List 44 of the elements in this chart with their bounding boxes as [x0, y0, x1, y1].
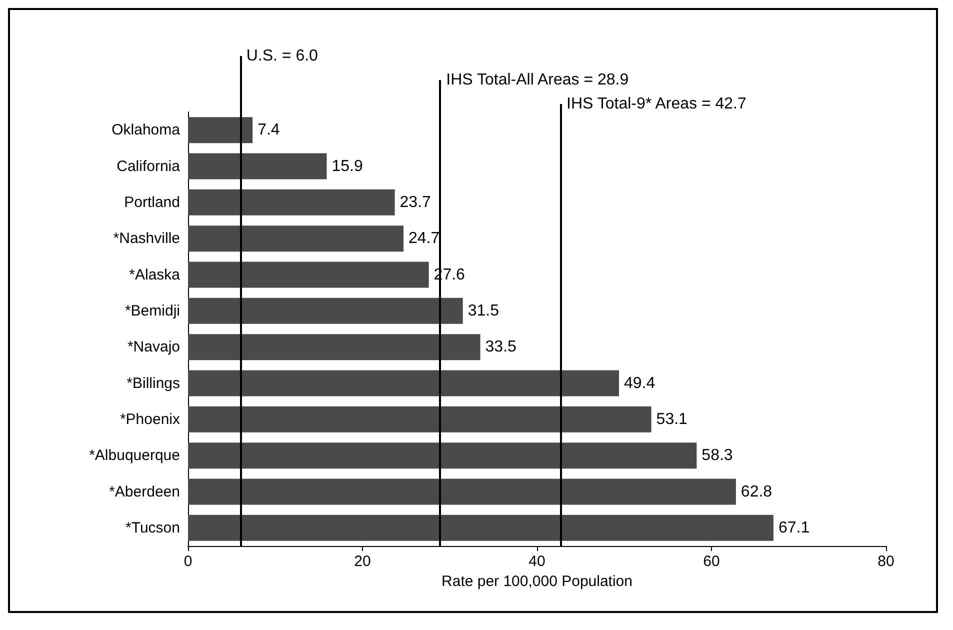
bar	[188, 370, 620, 396]
data-label: 53.1	[656, 410, 688, 428]
ref-line-label: IHS Total-9* Areas = 42.7	[566, 96, 746, 112]
y-tick-label: *Navajo	[127, 338, 180, 356]
bar	[188, 298, 463, 324]
bar	[188, 406, 652, 432]
x-tick-label: 80	[878, 553, 894, 570]
data-label: 49.4	[624, 374, 656, 392]
y-tick-label: *Aberdeen	[109, 483, 180, 500]
bar	[188, 226, 404, 252]
x-tick-label: 20	[354, 553, 371, 570]
y-tick-label: Oklahoma	[112, 122, 181, 139]
y-tick-label: *Alaska	[129, 266, 181, 284]
y-tick-label: *Bemidji	[124, 302, 180, 320]
bar	[188, 442, 697, 469]
data-label: 62.8	[740, 483, 772, 500]
data-label: 31.5	[468, 302, 500, 320]
bar	[188, 478, 736, 505]
y-tick-label: *Billings	[126, 374, 180, 392]
y-tick-label: Portland	[124, 194, 180, 211]
data-label: 23.7	[400, 194, 432, 211]
data-label: 33.5	[485, 338, 517, 356]
x-tick-label: 60	[703, 553, 720, 570]
y-tick-label: *Phoenix	[120, 410, 180, 428]
bar	[188, 117, 253, 144]
data-label: 15.9	[332, 158, 363, 175]
data-label: 58.3	[702, 447, 733, 464]
data-label: 7.4	[258, 122, 280, 139]
y-tick-label: *Nashville	[113, 230, 180, 248]
x-tick-label: 40	[528, 553, 546, 570]
data-label: 24.7	[408, 230, 440, 248]
x-axis-title: Rate per 100,000 Population	[442, 573, 632, 590]
data-label: 67.1	[778, 519, 810, 536]
ref-line-label: U.S. = 6.0	[246, 48, 318, 64]
ref-line-label: IHS Total-All Areas = 28.9	[446, 72, 629, 88]
bar	[188, 189, 395, 216]
bar	[188, 334, 480, 360]
bar	[188, 262, 429, 288]
bar	[188, 514, 774, 541]
y-tick-label: California	[116, 158, 181, 175]
y-tick-label: *Tucson	[126, 519, 180, 536]
x-tick-label: 0	[184, 553, 192, 570]
y-tick-label: *Albuquerque	[89, 447, 180, 464]
bar	[188, 153, 327, 180]
